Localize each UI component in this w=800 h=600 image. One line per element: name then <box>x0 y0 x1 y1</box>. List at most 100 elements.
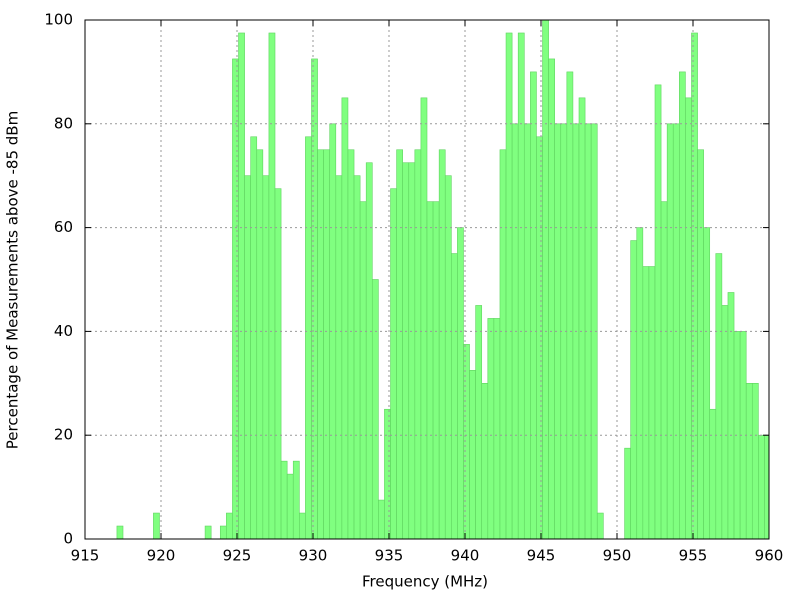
x-tick-label: 950 <box>603 547 632 565</box>
bar <box>703 227 711 539</box>
bar <box>311 58 318 539</box>
bar <box>475 305 483 539</box>
bar <box>542 20 549 539</box>
bar <box>721 305 729 539</box>
bar <box>469 370 476 539</box>
bar <box>402 162 410 539</box>
y-tick-label: 40 <box>54 322 73 340</box>
bar <box>642 266 650 539</box>
bar <box>457 227 464 539</box>
bar <box>505 32 513 539</box>
x-tick-label: 940 <box>451 547 480 565</box>
bar <box>384 408 391 539</box>
bar <box>596 512 604 539</box>
bar <box>244 175 251 539</box>
bar <box>630 240 638 539</box>
bar <box>745 382 753 539</box>
bar <box>660 201 668 539</box>
bar <box>274 188 282 539</box>
y-axis-label: Percentage of Measurements above -85 dBm <box>4 111 22 449</box>
x-tick-label: 915 <box>71 547 100 565</box>
bar <box>250 136 258 539</box>
y-tick-label: 20 <box>54 426 73 444</box>
bar <box>764 434 769 539</box>
bar <box>685 97 692 539</box>
bar <box>536 136 543 539</box>
bar <box>426 201 434 539</box>
bar <box>517 32 525 539</box>
y-tick-label: 0 <box>63 530 73 548</box>
bar <box>715 253 723 539</box>
bar <box>530 71 537 539</box>
bar <box>727 292 735 539</box>
bar <box>353 175 361 539</box>
bar <box>219 525 227 539</box>
x-tick-label: 920 <box>147 547 176 565</box>
bar <box>204 525 212 539</box>
bar <box>548 58 555 539</box>
bar <box>226 512 233 539</box>
bar <box>323 149 331 539</box>
y-tick-label: 80 <box>54 114 73 132</box>
x-tick-label: 925 <box>223 547 252 565</box>
bar <box>232 58 239 539</box>
bar <box>390 188 397 539</box>
bar <box>378 499 385 539</box>
bar <box>335 175 343 539</box>
x-tick-label: 955 <box>679 547 708 565</box>
bar <box>709 408 717 539</box>
bar <box>444 175 452 539</box>
bar <box>371 279 379 539</box>
bar <box>396 149 403 539</box>
bar <box>733 331 741 539</box>
bar <box>636 227 644 539</box>
plot-frame <box>84 19 770 540</box>
bar <box>292 460 300 539</box>
bar <box>697 149 704 539</box>
bar <box>408 162 416 539</box>
x-tick-label: 945 <box>527 547 556 565</box>
bar <box>347 149 355 539</box>
x-tick-label: 930 <box>299 547 328 565</box>
bar <box>305 136 312 539</box>
bar <box>499 149 507 539</box>
bar <box>280 460 288 539</box>
bar <box>691 32 698 539</box>
bar <box>286 473 294 539</box>
bar <box>299 512 306 539</box>
bar <box>262 175 270 539</box>
bar <box>365 162 373 539</box>
bar <box>751 382 759 539</box>
x-tick-label: 960 <box>755 547 784 565</box>
bar <box>414 149 422 539</box>
bar <box>268 32 276 539</box>
bar <box>624 447 631 539</box>
x-axis-label: Frequency (MHz) <box>362 573 488 591</box>
y-tick-label: 60 <box>54 218 73 236</box>
bar <box>359 201 367 539</box>
bar <box>648 266 656 539</box>
x-tick-label: 935 <box>375 547 404 565</box>
bar <box>654 84 662 539</box>
bar <box>487 318 495 539</box>
bar <box>463 344 470 539</box>
bar <box>451 253 458 539</box>
bar <box>578 97 586 539</box>
bar <box>566 71 574 539</box>
bar <box>341 97 349 539</box>
bar <box>493 318 501 539</box>
y-tick-label: 100 <box>44 11 73 29</box>
bar <box>679 71 686 539</box>
bar <box>481 382 489 539</box>
bar <box>317 149 324 539</box>
bar <box>438 149 446 539</box>
bar <box>420 97 428 539</box>
bar <box>153 512 160 539</box>
bar <box>758 434 765 539</box>
bar <box>238 32 245 539</box>
bars <box>116 20 769 539</box>
bar <box>116 525 124 539</box>
bar <box>256 149 264 539</box>
bar <box>432 201 440 539</box>
